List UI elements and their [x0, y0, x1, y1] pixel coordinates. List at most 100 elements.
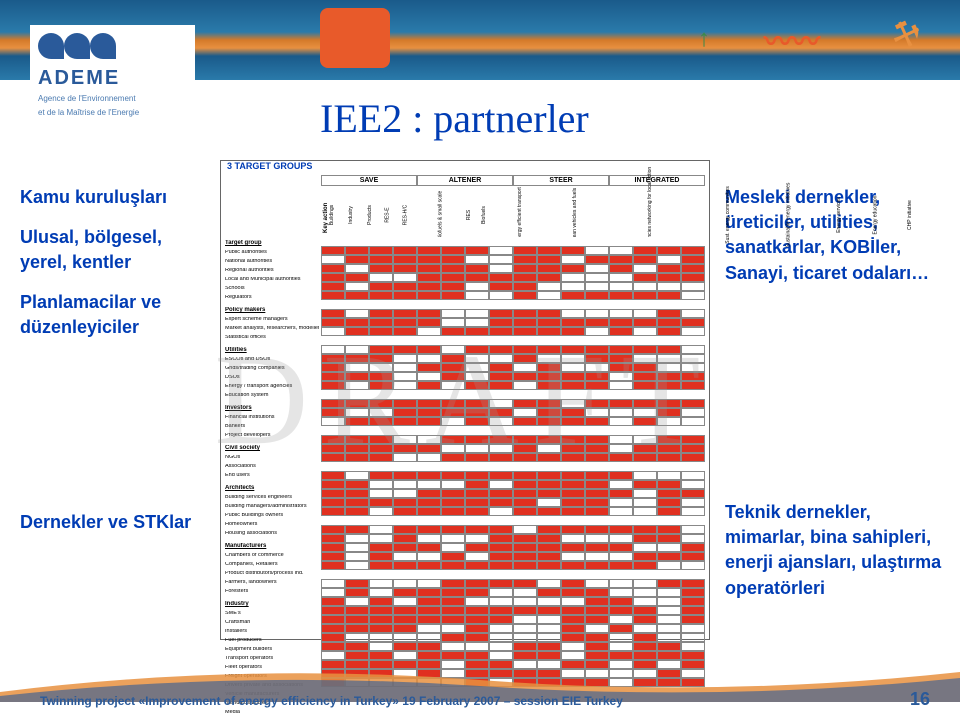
matrix-row [321, 381, 705, 390]
matrix-cell [465, 444, 489, 453]
matrix-cell [657, 489, 681, 498]
matrix-cell [561, 606, 585, 615]
matrix-cell [633, 264, 657, 273]
matrix-cell [609, 372, 633, 381]
matrix-row [321, 651, 705, 660]
matrix-cell [513, 615, 537, 624]
matrix-cell [681, 381, 705, 390]
row-label: Associations [225, 464, 319, 473]
matrix-cell [585, 255, 609, 264]
matrix-cell [321, 354, 345, 363]
matrix-cell [321, 444, 345, 453]
matrix-cell [441, 588, 465, 597]
matrix-row [321, 372, 705, 381]
matrix-cell [561, 372, 585, 381]
matrix-cell [369, 381, 393, 390]
matrix-cell [345, 615, 369, 624]
matrix-cell [513, 534, 537, 543]
matrix-cell [537, 363, 561, 372]
matrix-cell [345, 255, 369, 264]
matrix-cell [513, 372, 537, 381]
matrix-cell [657, 543, 681, 552]
matrix-cell [537, 264, 561, 273]
matrix-cell [345, 408, 369, 417]
matrix-cell [369, 318, 393, 327]
matrix-cell [489, 579, 513, 588]
matrix-cell [321, 525, 345, 534]
matrix-cell [561, 489, 585, 498]
matrix-cell [345, 399, 369, 408]
row-label: Regional authorities [225, 268, 319, 277]
matrix-cell [393, 327, 417, 336]
matrix-cell [465, 435, 489, 444]
matrix-cell [321, 552, 345, 561]
sub-header: Biofuels [480, 206, 484, 224]
matrix-row [321, 507, 705, 516]
matrix-row [321, 597, 705, 606]
left-note-1: Kamu kuruluşları [20, 185, 210, 210]
matrix-cell [393, 597, 417, 606]
matrix-cell [633, 417, 657, 426]
matrix-cell [369, 534, 393, 543]
matrix-row [321, 480, 705, 489]
matrix-cell [633, 579, 657, 588]
matrix-cell [441, 615, 465, 624]
matrix-cell [417, 507, 441, 516]
matrix-cell [537, 381, 561, 390]
france-map-icon [320, 8, 390, 68]
matrix-cell [633, 525, 657, 534]
matrix-cell [417, 525, 441, 534]
matrix-cell [561, 480, 585, 489]
matrix-cell [417, 624, 441, 633]
matrix-cell [657, 345, 681, 354]
matrix-cell [681, 615, 705, 624]
ademe-logo: ADEME Agence de l'Environnement et de la… [30, 25, 195, 155]
matrix-cell [513, 345, 537, 354]
matrix-cell [561, 471, 585, 480]
sub-header: Industry [348, 206, 352, 224]
matrix-cell [609, 624, 633, 633]
matrix-cell [417, 372, 441, 381]
matrix-cell [609, 255, 633, 264]
matrix-cell [681, 246, 705, 255]
matrix-cell [369, 273, 393, 282]
matrix-cell [633, 408, 657, 417]
matrix-cell [369, 606, 393, 615]
matrix-cell [681, 597, 705, 606]
matrix-cell [417, 543, 441, 552]
matrix-cell [417, 642, 441, 651]
matrix-cell [393, 498, 417, 507]
matrix-cell [609, 552, 633, 561]
matrix-cell [537, 399, 561, 408]
matrix-cell [465, 498, 489, 507]
matrix-cell [537, 318, 561, 327]
matrix-row [321, 552, 705, 561]
matrix-cell [537, 273, 561, 282]
matrix-cell [513, 498, 537, 507]
matrix-cell [345, 363, 369, 372]
matrix-row [321, 606, 705, 615]
matrix-cell [537, 372, 561, 381]
matrix-cell [345, 480, 369, 489]
matrix-cell [321, 597, 345, 606]
sub-header: Sustainable energy initiatives [785, 183, 789, 248]
matrix-row [321, 471, 705, 480]
matrix-cell [465, 525, 489, 534]
matrix-cell [369, 597, 393, 606]
matrix-cell [393, 471, 417, 480]
matrix-cell [393, 246, 417, 255]
matrix-cell [321, 480, 345, 489]
matrix-cell [321, 345, 345, 354]
matrix-cell [345, 453, 369, 462]
matrix-cell [609, 561, 633, 570]
matrix-cell [489, 309, 513, 318]
row-label: Public authorities [225, 250, 319, 259]
matrix-row [321, 264, 705, 273]
row-label: National authorities [225, 259, 319, 268]
matrix-row [321, 318, 705, 327]
matrix-cell [465, 264, 489, 273]
matrix-cell [465, 372, 489, 381]
matrix-cell [561, 507, 585, 516]
sub-header: RES-H/C [402, 205, 406, 226]
matrix-cell [489, 435, 513, 444]
